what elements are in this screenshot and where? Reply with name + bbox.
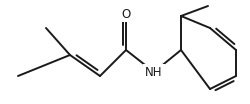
Text: O: O	[122, 7, 130, 20]
Text: NH: NH	[145, 66, 163, 79]
